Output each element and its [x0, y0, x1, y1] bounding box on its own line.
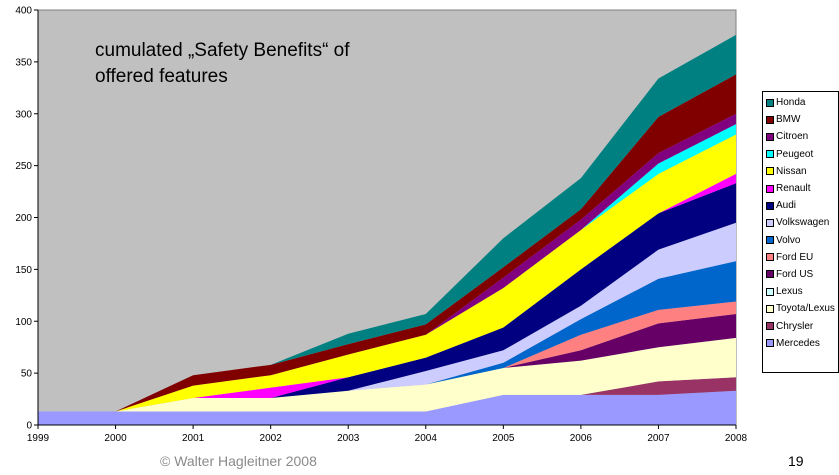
x-tick-label: 2003 [337, 433, 360, 444]
legend-item-audi: Audi [766, 197, 838, 214]
legend-label: Honda [776, 97, 806, 109]
y-tick-label: 400 [15, 6, 32, 17]
legend-swatch [766, 322, 774, 331]
legend-label: Toyota/Lexus [776, 303, 835, 315]
area-chrysler [38, 377, 736, 412]
legend-item-lexus: Lexus [766, 283, 838, 300]
legend-item-citroen: Citroen [766, 128, 838, 145]
legend-label: Mercedes [776, 337, 820, 349]
legend-item-peugeot: Peugeot [766, 146, 838, 163]
x-tick-label: 2004 [415, 433, 438, 444]
legend-item-volvo: Volvo [766, 232, 838, 249]
legend-swatch [766, 218, 774, 227]
legend-item-volkswagen: Volkswagen [766, 214, 838, 231]
legend-swatch [766, 287, 774, 296]
area-bmw [38, 74, 736, 412]
area-mercedes [38, 390, 736, 425]
legend-swatch [766, 115, 774, 124]
legend-swatch [766, 201, 774, 210]
legend-label: Renault [776, 183, 811, 195]
x-tick-label: 2000 [104, 433, 127, 444]
y-tick-label: 50 [21, 369, 33, 380]
legend-swatch [766, 339, 774, 348]
legend-swatch [766, 236, 774, 245]
x-tick-label: 1999 [27, 433, 50, 444]
area-toyota-lexus [38, 337, 736, 412]
chart-annotation: cumulated „Safety Benefits“ of offered f… [95, 40, 350, 87]
x-tick-label: 2002 [260, 433, 283, 444]
axes-group: 0 50 100 150 200 250 300 350 400 1999 2000 2001 2002… [15, 6, 747, 445]
legend-swatch [766, 253, 774, 262]
legend-item-toyota-lexus: Toyota/Lexus [766, 300, 838, 317]
legend-swatch [766, 132, 774, 141]
legend-label: Nissan [776, 165, 807, 177]
x-tick-label: 2006 [570, 433, 593, 444]
legend-label: Citroen [776, 131, 809, 143]
legend-label: BMW [776, 114, 801, 126]
x-tick-label: 2005 [492, 433, 515, 444]
legend-label: Ford US [776, 268, 814, 280]
y-tick-label: 350 [15, 57, 32, 68]
legend-label: Audi [776, 200, 797, 212]
y-tick-label: 0 [26, 421, 32, 432]
legend-label: Volkswagen [776, 217, 830, 229]
y-tick-label: 150 [15, 265, 32, 276]
footer-copyright: © Walter Hagleitner 2008 [160, 453, 317, 469]
legend-item-nissan: Nissan [766, 163, 838, 180]
legend-label: Volvo [776, 234, 801, 246]
x-tick-label: 2007 [647, 433, 670, 444]
legend-item-mercedes: Mercedes [766, 335, 838, 352]
y-tick-label: 100 [15, 317, 32, 328]
area-nissan [38, 134, 736, 412]
x-tick-label: 2008 [725, 433, 748, 444]
legend-swatch [766, 184, 774, 193]
legend-label: Ford EU [776, 251, 814, 263]
legend-item-renault: Renault [766, 180, 838, 197]
area-series-group [38, 34, 736, 425]
area-ford-us [38, 313, 736, 412]
area-ford-eu [38, 301, 736, 412]
legend-swatch [766, 270, 774, 279]
legend-swatch [766, 98, 774, 107]
legend-swatch [766, 167, 774, 176]
legend-label: Chrysler [776, 320, 814, 332]
page-number: 19 [788, 453, 804, 469]
y-tick-label: 300 [15, 109, 32, 120]
legend: Honda BMW Citroen Peugeot Nissan Renault Audi V… [762, 91, 839, 373]
legend-swatch [766, 304, 774, 313]
y-tick-label: 250 [15, 161, 32, 172]
y-tick-label: 200 [15, 213, 32, 224]
legend-item-bmw: BMW [766, 111, 838, 128]
legend-item-ford-eu: Ford EU [766, 249, 838, 266]
legend-label: Lexus [776, 286, 803, 298]
x-tick-label: 2001 [182, 433, 205, 444]
legend-item-ford-us: Ford US [766, 266, 838, 283]
legend-item-chrysler: Chrysler [766, 317, 838, 334]
legend-label: Peugeot [776, 148, 814, 160]
legend-item-honda: Honda [766, 94, 838, 111]
legend-swatch [766, 150, 774, 159]
